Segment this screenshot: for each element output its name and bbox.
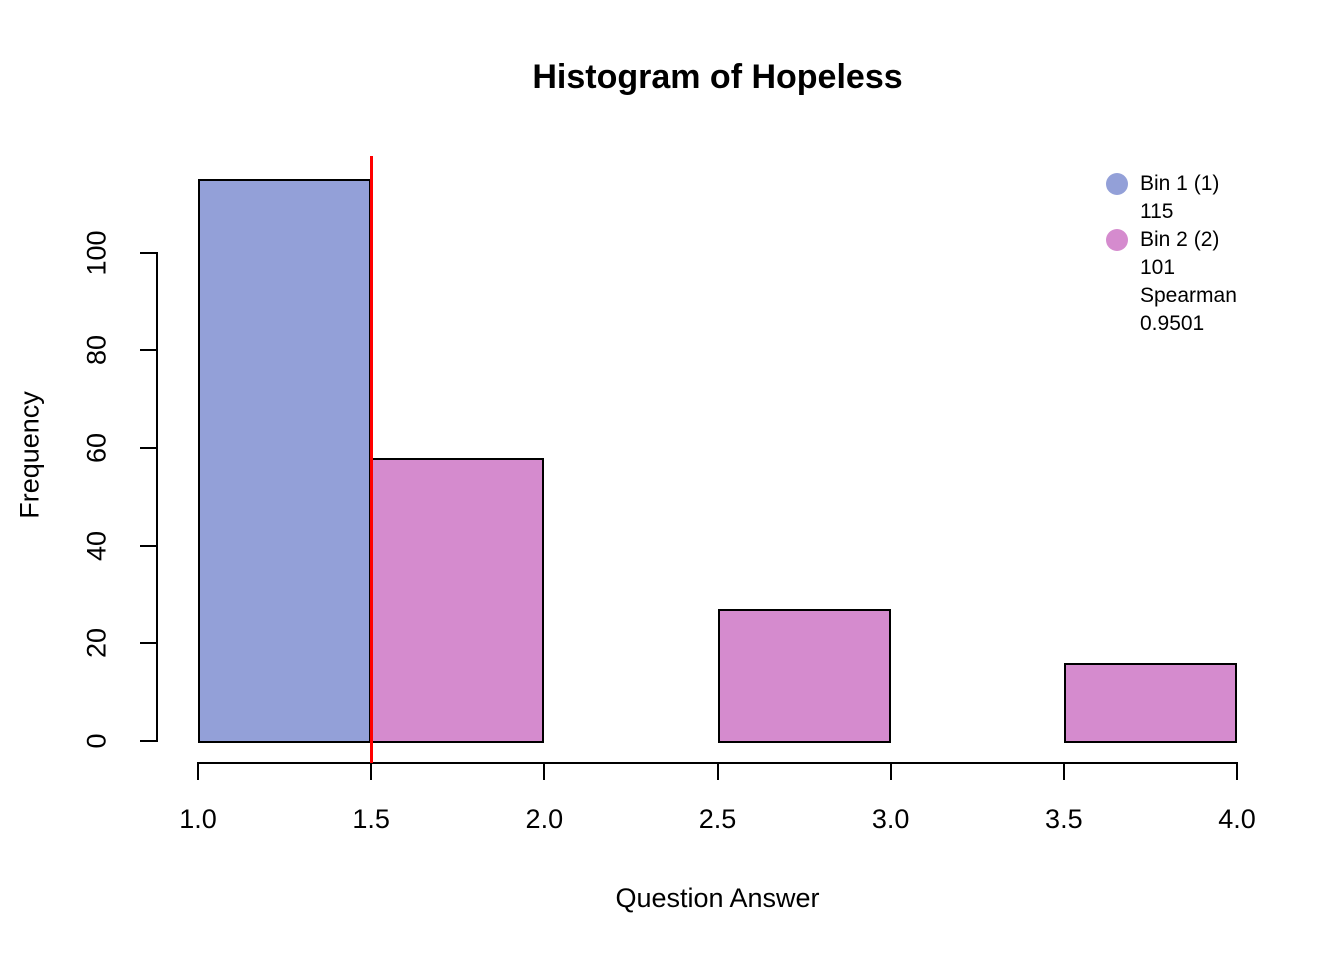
x-tick-label: 1.0 xyxy=(179,804,217,834)
histogram-bar xyxy=(718,609,891,743)
legend-entry-label: Bin 2 (2) xyxy=(1140,228,1220,251)
y-tick-mark xyxy=(140,740,156,742)
x-tick-label: 2.0 xyxy=(525,804,564,834)
legend-entry-value: 115 xyxy=(1140,200,1174,223)
x-tick-mark xyxy=(1236,764,1238,780)
x-axis-title: Question Answer xyxy=(615,883,820,913)
histogram-bar xyxy=(198,179,371,743)
x-tick-mark xyxy=(889,764,892,780)
y-tick-mark xyxy=(140,642,156,645)
chart-title: Histogram of Hopeless xyxy=(532,58,903,96)
x-tick-mark xyxy=(716,764,719,780)
x-tick-mark xyxy=(197,764,199,780)
x-tick-label: 3.5 xyxy=(1045,804,1083,834)
x-tick-mark xyxy=(370,764,373,780)
histogram-bar xyxy=(371,458,544,743)
x-axis-line xyxy=(197,762,1238,764)
y-axis-line xyxy=(156,251,158,742)
legend-entry-value: Spearman xyxy=(1140,284,1237,307)
y-tick-label: 40 xyxy=(81,530,112,561)
y-tick-mark xyxy=(140,544,156,547)
x-tick-label: 4.0 xyxy=(1218,804,1256,834)
x-tick-label: 3.0 xyxy=(871,804,910,834)
y-tick-label: 100 xyxy=(81,230,112,276)
y-tick-label: 0 xyxy=(81,733,112,749)
x-tick-mark xyxy=(1062,764,1065,780)
y-tick-label: 60 xyxy=(81,432,112,463)
y-tick-mark xyxy=(140,349,156,352)
x-tick-mark xyxy=(543,764,546,780)
legend-entry-value: 101 xyxy=(1140,256,1176,279)
x-tick-label: 2.5 xyxy=(698,804,737,834)
x-tick-label: 1.5 xyxy=(352,804,390,834)
y-axis-title: Frequency xyxy=(14,391,45,519)
legend-entry-value: 0.9501 xyxy=(1140,312,1205,335)
y-tick-mark xyxy=(140,251,156,254)
y-tick-label: 80 xyxy=(81,335,112,366)
y-tick-mark xyxy=(140,446,156,449)
y-tick-label: 20 xyxy=(81,628,112,659)
legend-color-dot xyxy=(1106,173,1128,195)
histogram-bar xyxy=(1064,663,1237,743)
reference-vline xyxy=(370,156,373,763)
legend-color-dot xyxy=(1106,229,1128,251)
legend-entry-label: Bin 1 (1) xyxy=(1140,172,1220,195)
